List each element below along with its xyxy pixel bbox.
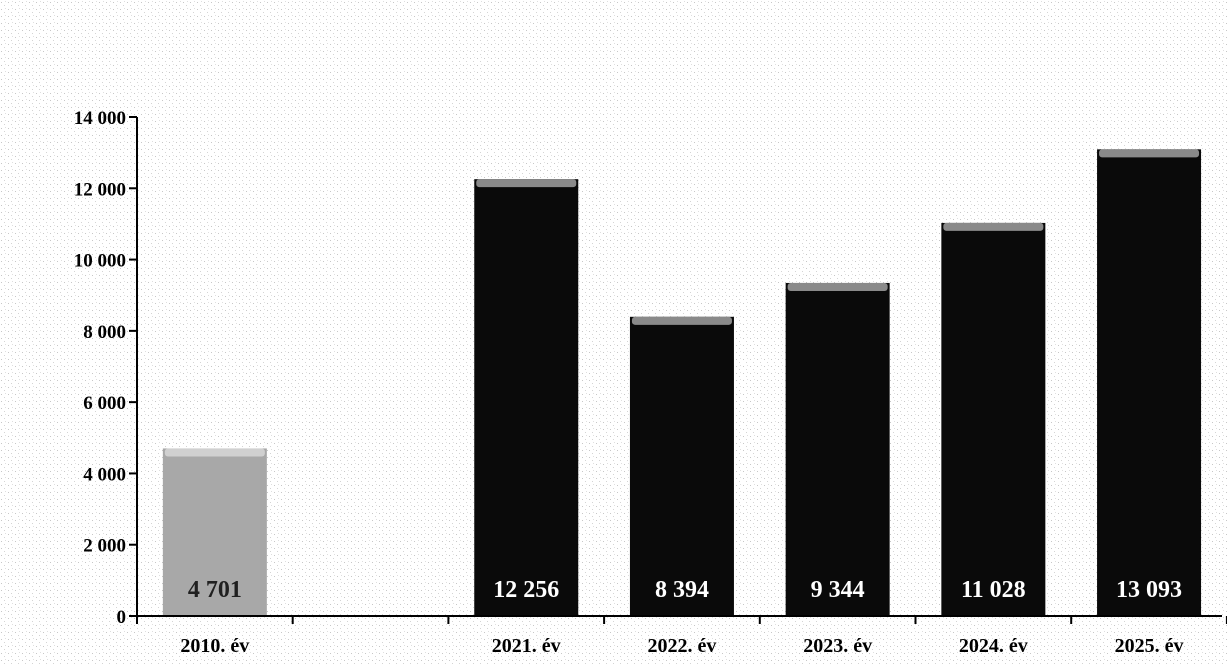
data-label-0: 4 701	[188, 577, 242, 603]
bar-2	[474, 179, 579, 617]
bar-cap-6	[1099, 149, 1200, 158]
bar-5	[941, 222, 1046, 616]
y-tick-label-0: 0	[117, 607, 127, 628]
bar-cap-5	[943, 222, 1044, 231]
bar-6	[1097, 149, 1202, 616]
data-label-2: 12 256	[493, 577, 559, 603]
x-tick-label-3: 2022. év	[648, 635, 717, 657]
y-tick-label-5: 10 000	[74, 251, 126, 272]
data-label-3: 8 394	[655, 577, 709, 603]
y-tick-label-3: 6 000	[83, 393, 126, 414]
data-label-6: 13 093	[1116, 577, 1182, 603]
x-tick-label-5: 2024. év	[959, 635, 1028, 657]
data-label-4: 9 344	[811, 577, 865, 603]
bar-cap-0	[164, 448, 265, 457]
bar-3	[629, 316, 734, 616]
y-tick-label-1: 2 000	[83, 536, 126, 557]
bar-4	[785, 282, 890, 616]
bar-cap-3	[631, 316, 732, 325]
bar-0	[162, 448, 267, 616]
y-tick-label-2: 4 000	[83, 464, 126, 485]
x-tick-label-4: 2023. év	[803, 635, 872, 657]
y-tick-label-6: 12 000	[74, 179, 126, 200]
bar-cap-2	[476, 179, 577, 188]
bar-cap-4	[787, 282, 888, 291]
y-tick-label-4: 8 000	[83, 322, 126, 343]
data-label-5: 11 028	[961, 577, 1026, 603]
x-tick-label-6: 2025. év	[1115, 635, 1184, 657]
y-tick-label-7: 14 000	[74, 108, 126, 129]
x-tick-label-0: 2010. év	[180, 635, 249, 657]
x-tick-label-2: 2021. év	[492, 635, 561, 657]
